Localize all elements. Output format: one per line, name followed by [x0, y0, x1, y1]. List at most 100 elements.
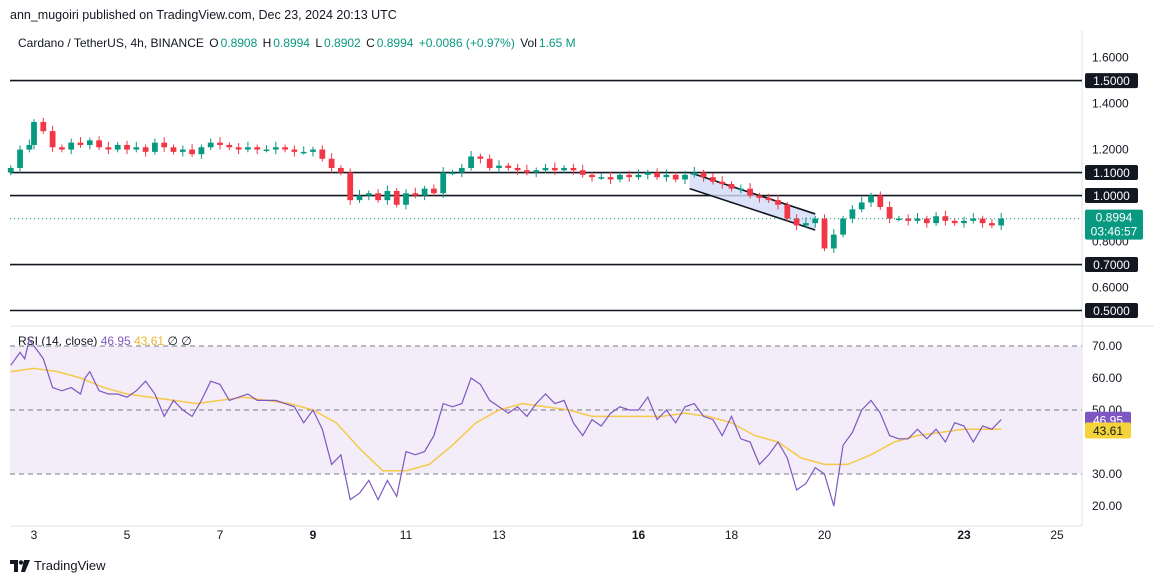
candle	[505, 165, 512, 168]
level-label-bg	[1085, 303, 1138, 319]
candle	[272, 147, 279, 150]
candle	[561, 167, 567, 171]
level-label-bg	[1085, 73, 1138, 89]
brand: TradingView	[10, 558, 106, 573]
level-label-bg	[1085, 188, 1138, 204]
candle	[840, 218, 846, 235]
level-label-bg	[1085, 257, 1138, 273]
rsi-legend: RSI (14, close) 46.95 43.61 ∅ ∅	[18, 334, 192, 348]
candle	[245, 147, 251, 150]
candle	[644, 172, 651, 175]
change-value: +0.0086 (+0.97%)	[418, 36, 515, 50]
candle	[589, 174, 595, 178]
candle	[49, 131, 56, 148]
candle	[217, 142, 223, 145]
candle	[617, 174, 623, 180]
candle	[989, 223, 995, 226]
tradingview-logo-icon	[10, 559, 30, 572]
rsi-ma-label-bg	[1085, 422, 1131, 439]
rsi-label: RSI (14, close)	[18, 334, 98, 348]
rsi-na-1: ∅	[167, 334, 178, 348]
candle	[654, 172, 660, 178]
price-tick-label: 1.6000	[1092, 51, 1129, 65]
candle	[393, 190, 400, 205]
candle	[765, 197, 772, 201]
candle	[533, 170, 540, 173]
candle	[942, 216, 949, 221]
candle	[170, 147, 177, 152]
candle	[384, 190, 391, 201]
open-label: O	[209, 36, 219, 50]
candle	[152, 142, 158, 152]
candle	[86, 140, 93, 145]
candle	[421, 188, 428, 196]
volume-value: 1.65 M	[538, 36, 576, 50]
candle	[133, 147, 140, 150]
candle	[347, 172, 354, 201]
low-value: 0.8902	[324, 36, 361, 50]
time-tick-label: 18	[725, 528, 739, 542]
candle	[254, 147, 261, 150]
level-label: 0.5000	[1093, 304, 1130, 318]
candle	[607, 177, 614, 180]
level-label: 0.7000	[1093, 258, 1130, 272]
rsi-value: 46.95	[100, 334, 131, 348]
chart-canvas[interactable]: 1.60001.40001.20000.80000.60001.50001.10…	[0, 0, 1154, 548]
candle	[319, 149, 326, 159]
candle	[868, 195, 874, 203]
candle	[26, 144, 33, 150]
candle	[17, 149, 23, 168]
price-tick-label: 1.2000	[1092, 143, 1129, 157]
candle	[858, 202, 865, 210]
candle	[998, 218, 1005, 226]
candle	[570, 167, 577, 171]
candle	[905, 218, 912, 221]
candle	[542, 167, 549, 171]
candle	[877, 195, 884, 208]
candle	[803, 223, 809, 226]
candle	[40, 121, 47, 132]
candle	[179, 149, 186, 152]
candle	[440, 172, 447, 194]
candle	[356, 195, 363, 201]
candle	[663, 174, 670, 178]
high-value: 0.8994	[273, 36, 310, 50]
time-tick-label: 20	[818, 528, 832, 542]
low-label: L	[315, 36, 323, 50]
candle	[551, 167, 558, 171]
candle	[933, 216, 939, 224]
time-tick-label: 5	[124, 528, 131, 542]
time-tick-label: 23	[957, 528, 971, 542]
rsi-ma-label: 43.61	[1093, 424, 1123, 438]
candle	[524, 170, 530, 173]
candle	[124, 144, 130, 150]
level-label: 1.0000	[1093, 189, 1130, 203]
candle	[291, 149, 298, 152]
volume-label: Vol	[520, 36, 537, 50]
candle	[300, 151, 307, 154]
candle	[338, 167, 344, 173]
level-label: 1.1000	[1093, 166, 1130, 180]
countdown-label: 03:46:57	[1091, 225, 1138, 239]
candle	[328, 158, 335, 168]
time-tick-label: 25	[1050, 528, 1064, 542]
candle	[737, 188, 744, 191]
candle	[514, 167, 521, 171]
publisher-note: ann_mugoiri published on TradingView.com…	[10, 8, 397, 22]
time-tick-label: 9	[310, 528, 317, 542]
high-label: H	[262, 36, 272, 50]
rsi-tick-label: 20.00	[1092, 499, 1122, 513]
candle	[691, 172, 698, 175]
candle	[198, 147, 205, 155]
price-tick-label: 0.6000	[1092, 281, 1129, 295]
candle	[105, 147, 112, 150]
candle	[747, 188, 753, 196]
candle	[468, 156, 474, 168]
candle	[458, 167, 465, 173]
candle	[635, 174, 642, 178]
candle	[142, 147, 149, 152]
time-tick-label: 7	[217, 528, 224, 542]
candle	[775, 200, 781, 205]
candle	[189, 149, 195, 155]
candle	[207, 142, 214, 148]
